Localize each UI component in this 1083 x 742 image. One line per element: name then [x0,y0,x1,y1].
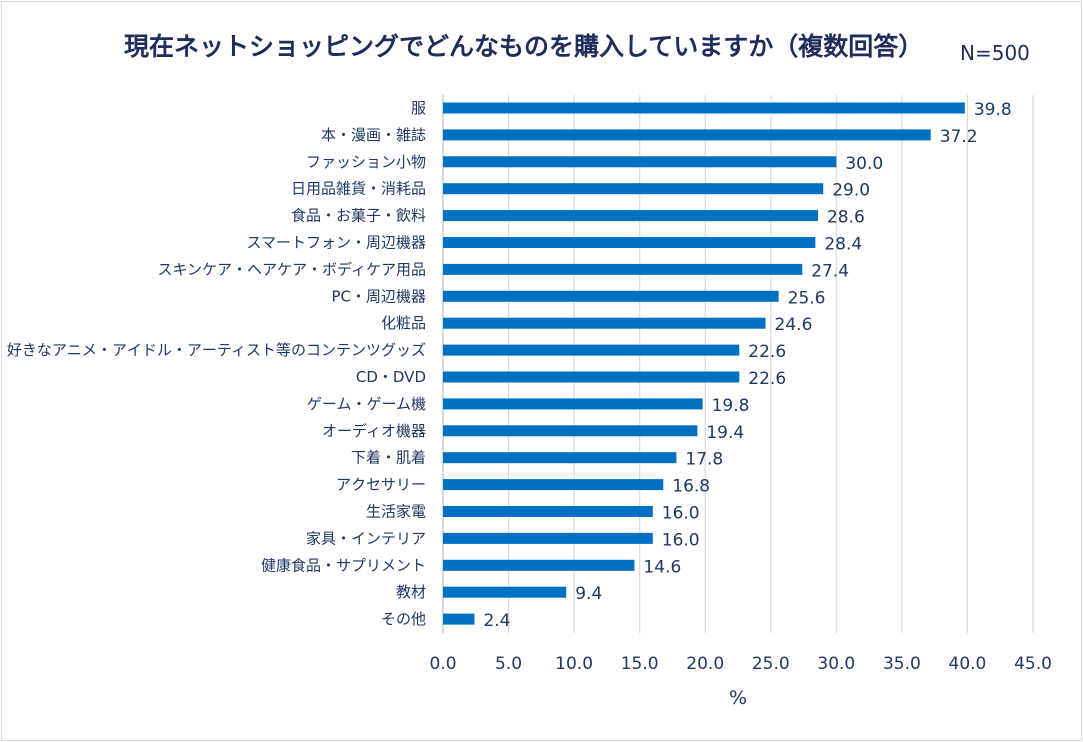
bar [443,425,698,437]
category-label: その他 [381,610,426,628]
data-label: 14.6 [643,557,681,577]
data-label: 19.8 [712,396,750,416]
category-label: ファッション小物 [306,153,426,171]
x-tick-label: 40.0 [949,654,987,674]
bar [443,479,664,491]
bar [443,183,824,195]
category-label: PC・周辺機器 [331,287,426,305]
bar [443,452,677,464]
bar [443,156,837,168]
bar [443,237,816,248]
bar [443,371,740,383]
bar [443,559,635,571]
category-label: 好きなアニメ・アイドル・アーティスト等のコンテンツグッズ [7,341,426,359]
category-label: 下着・肌着 [351,449,426,467]
data-label: 2.4 [483,611,510,631]
data-label: 39.8 [974,100,1012,120]
category-label: スマートフォン・周辺機器 [246,234,426,252]
category-label: ゲーム・ゲーム機 [307,395,426,413]
data-label: 30.0 [845,154,883,174]
data-label: 16.0 [662,530,700,550]
bar [443,102,965,114]
x-tick-label: 35.0 [883,654,921,674]
data-label: 24.6 [775,315,813,335]
chart-title: 現在ネットショッピングでどんなものを購入していますか（複数回答） [124,32,923,61]
data-label: 17.8 [685,450,723,470]
x-tick-label: 45.0 [1014,654,1052,674]
x-tick-label: 20.0 [686,654,724,674]
category-label: 生活家電 [366,503,426,521]
category-label: 本・漫画・雑誌 [321,126,426,144]
category-label: CD・DVD [356,368,426,386]
x-tick-label: 5.0 [495,654,522,674]
bar [443,290,779,302]
category-label: 教材 [396,583,426,601]
data-label: 22.6 [748,369,786,389]
bar [443,129,931,141]
x-tick-label: 0.0 [429,654,456,674]
data-label: 22.6 [748,342,786,362]
data-label: 9.4 [575,584,602,604]
bar [443,317,766,329]
category-label: 化粧品 [381,314,426,332]
x-tick-label: 10.0 [555,654,593,674]
data-label: 27.4 [811,261,849,281]
bar [443,613,475,625]
chart-subtitle: N=500 [960,41,1030,65]
x-tick-label: 30.0 [817,654,855,674]
x-tick-label: 15.0 [621,654,659,674]
bar [443,263,803,275]
data-label: 28.6 [827,208,865,228]
category-label: オーディオ機器 [322,422,426,440]
data-label: 16.0 [662,504,700,524]
category-label: 食品・お菓子・飲料 [291,207,426,225]
bar [443,506,653,517]
category-label: スキンケア・ヘアケア・ボディケア用品 [157,260,426,278]
bar [443,586,567,598]
data-label: 25.6 [788,288,826,308]
data-label: 16.8 [672,477,710,497]
bar [443,398,703,410]
bar [443,344,740,356]
category-label: 日用品雑貨・消耗品 [291,180,426,198]
data-label: 19.4 [706,423,744,443]
category-label: 服 [411,99,426,117]
bar [443,532,653,544]
data-label: 37.2 [940,127,978,147]
x-tick-label: 25.0 [752,654,790,674]
bar [443,210,818,222]
category-label: 健康食品・サプリメント [261,556,426,574]
category-label: アクセサリー [336,476,426,494]
data-label: 28.4 [824,235,862,255]
x-axis-label: % [729,687,747,709]
category-label: 家具・インテリア [306,529,426,547]
data-label: 29.0 [832,181,870,201]
